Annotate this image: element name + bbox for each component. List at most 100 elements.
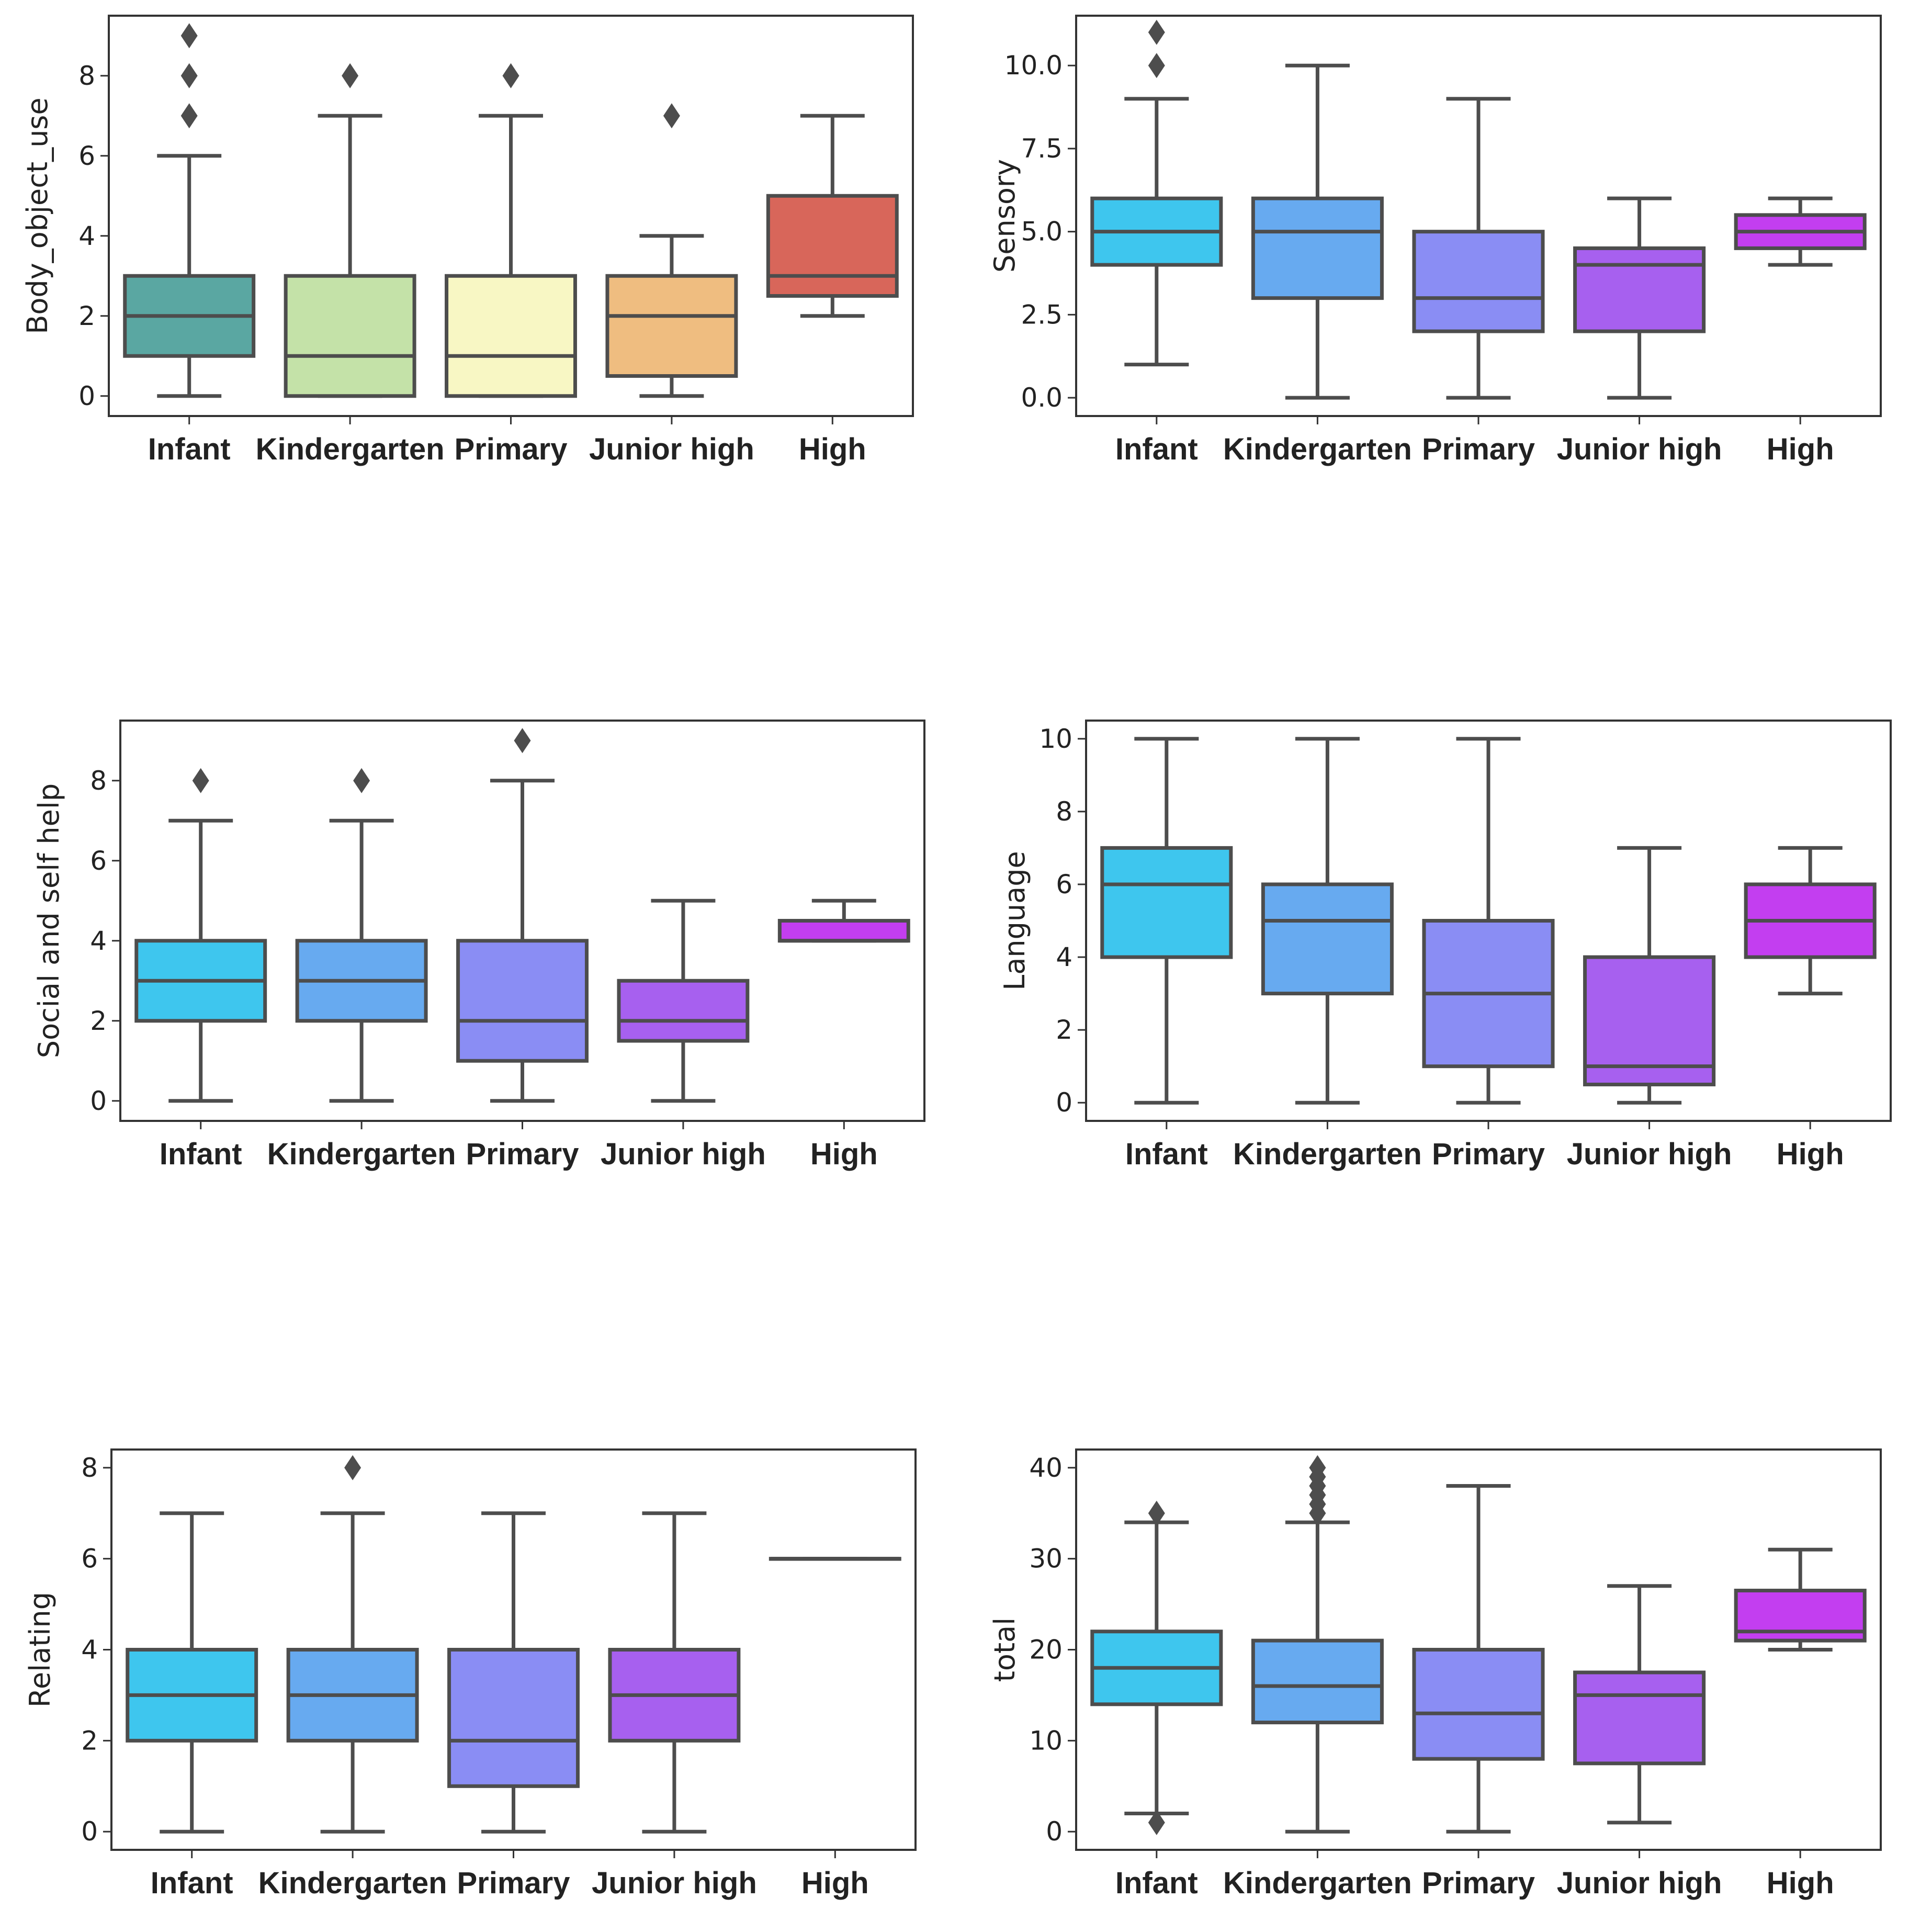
box-iqr: [1100, 846, 1233, 959]
y-tick-label: 2: [1056, 1015, 1072, 1045]
box-kindergarten: [284, 63, 416, 398]
outlier-marker: [1148, 1500, 1165, 1526]
y-tick-label: 6: [90, 846, 107, 876]
box-infant: [126, 1511, 258, 1834]
x-tick-label: Infant: [151, 1866, 233, 1900]
x-tick-label: Infant: [160, 1137, 242, 1171]
y-axis-title: Sensory: [988, 159, 1021, 273]
box-high: [766, 114, 899, 318]
plot-frame: [119, 720, 925, 1122]
outlier-marker: [180, 23, 198, 49]
box-primary: [1412, 1484, 1545, 1834]
y-tick-label: 4: [90, 926, 107, 956]
outlier-marker: [1309, 1455, 1326, 1480]
y-tick-label: 0: [78, 381, 95, 411]
box-primary: [1422, 737, 1555, 1105]
plot-frame: [108, 15, 914, 417]
outlier-marker: [192, 768, 209, 793]
box-kindergarten: [1251, 1455, 1384, 1834]
x-tick-label: High: [801, 1866, 869, 1900]
box-junior-high: [1573, 1584, 1706, 1825]
box-primary: [456, 728, 589, 1103]
y-tick-label: 5.0: [1021, 217, 1063, 247]
y-tick-label: 0.0: [1021, 383, 1063, 413]
x-tick-label: Primary: [454, 432, 567, 466]
chart-panel-5: 0 2 4 6 8 Relating Infant Kindergarten Primary Ju…: [24, 1448, 917, 1900]
x-tick-label: Kindergarten: [267, 1137, 456, 1171]
box-infant: [123, 23, 256, 398]
outlier-marker: [663, 103, 680, 129]
box-kindergarten: [1251, 63, 1384, 400]
x-tick-label: Infant: [1115, 1866, 1198, 1900]
box-iqr: [1251, 1638, 1384, 1725]
outlier-marker: [1148, 1810, 1165, 1835]
box-infant: [1090, 1500, 1223, 1835]
x-tick-label: Primary: [1432, 1137, 1545, 1171]
plot-frame: [110, 1448, 917, 1851]
y-axis-title: total: [988, 1618, 1021, 1682]
y-tick-label: 8: [78, 61, 95, 91]
x-tick-label: Infant: [148, 432, 231, 466]
y-axis-title: Body_object_use: [21, 97, 54, 334]
x-tick-label: Primary: [1422, 1866, 1535, 1900]
box-iqr: [1412, 1648, 1545, 1761]
y-tick-label: 8: [90, 766, 107, 796]
box-iqr: [1251, 196, 1384, 300]
y-tick-label: 6: [81, 1544, 98, 1574]
box-kindergarten: [1261, 737, 1394, 1105]
outlier-marker: [344, 1455, 362, 1480]
y-tick-label: 20: [1029, 1635, 1063, 1665]
x-tick-label: Junior high: [601, 1137, 766, 1171]
y-tick-label: 4: [81, 1635, 98, 1665]
box-junior-high: [608, 1511, 741, 1834]
x-tick-label: Junior high: [1567, 1137, 1732, 1171]
box-iqr: [605, 274, 738, 378]
y-tick-label: 7.5: [1021, 133, 1063, 164]
x-tick-label: Kindergarten: [256, 432, 445, 466]
y-tick-label: 30: [1029, 1544, 1063, 1574]
box-iqr: [456, 939, 589, 1063]
y-tick-label: 2: [81, 1725, 98, 1756]
x-tick-label: Primary: [1422, 432, 1535, 466]
x-tick-label: Junior high: [592, 1866, 757, 1900]
outlier-marker: [1148, 53, 1165, 78]
outlier-marker: [180, 63, 198, 88]
y-tick-label: 2: [90, 1006, 107, 1036]
y-tick-label: 4: [78, 221, 95, 251]
x-tick-label: High: [810, 1137, 878, 1171]
x-tick-label: High: [1767, 1866, 1834, 1900]
chart-panel-4: 0 2 4 6 8 10 Language Infant Kindergarten Primary…: [998, 720, 1892, 1171]
box-high: [777, 898, 910, 943]
y-tick-label: 10: [1039, 724, 1072, 754]
chart-panel-3: 0 2 4 6 8 Social and self help Infant Kindergar…: [32, 720, 925, 1171]
box-iqr: [617, 979, 750, 1043]
plot-frame: [1075, 15, 1882, 417]
box-junior-high: [1573, 196, 1706, 400]
y-tick-label: 0: [1056, 1087, 1072, 1118]
x-tick-label: Kindergarten: [1233, 1137, 1422, 1171]
box-iqr: [766, 194, 899, 298]
y-tick-label: 4: [1056, 942, 1072, 972]
x-tick-label: High: [799, 432, 866, 466]
y-tick-label: 0: [81, 1816, 98, 1847]
chart-panel-2: 0.0 2.5 5.0 7.5 10.0 Sensory Infant Kindergarte…: [988, 15, 1882, 466]
x-tick-label: Junior high: [1557, 432, 1722, 466]
outlier-marker: [180, 103, 198, 129]
box-primary: [445, 63, 577, 398]
box-infant: [134, 768, 267, 1103]
y-tick-label: 2: [78, 301, 95, 331]
y-axis-title: Social and self help: [32, 783, 65, 1058]
y-tick-label: 6: [1056, 869, 1072, 900]
box-primary: [447, 1511, 580, 1834]
box-infant: [1090, 19, 1223, 367]
box-iqr: [777, 919, 910, 943]
y-tick-label: 40: [1029, 1453, 1063, 1483]
box-iqr: [1583, 955, 1716, 1086]
x-tick-label: Infant: [1115, 432, 1198, 466]
box-high: [1734, 196, 1867, 267]
chart-panel-1: 0 2 4 6 8 Body_object_use Infant Kindergarten Pr…: [21, 15, 914, 466]
box-kindergarten: [295, 768, 428, 1103]
x-tick-label: Primary: [457, 1866, 570, 1900]
box-iqr: [447, 1648, 580, 1788]
y-tick-label: 10: [1029, 1725, 1063, 1756]
